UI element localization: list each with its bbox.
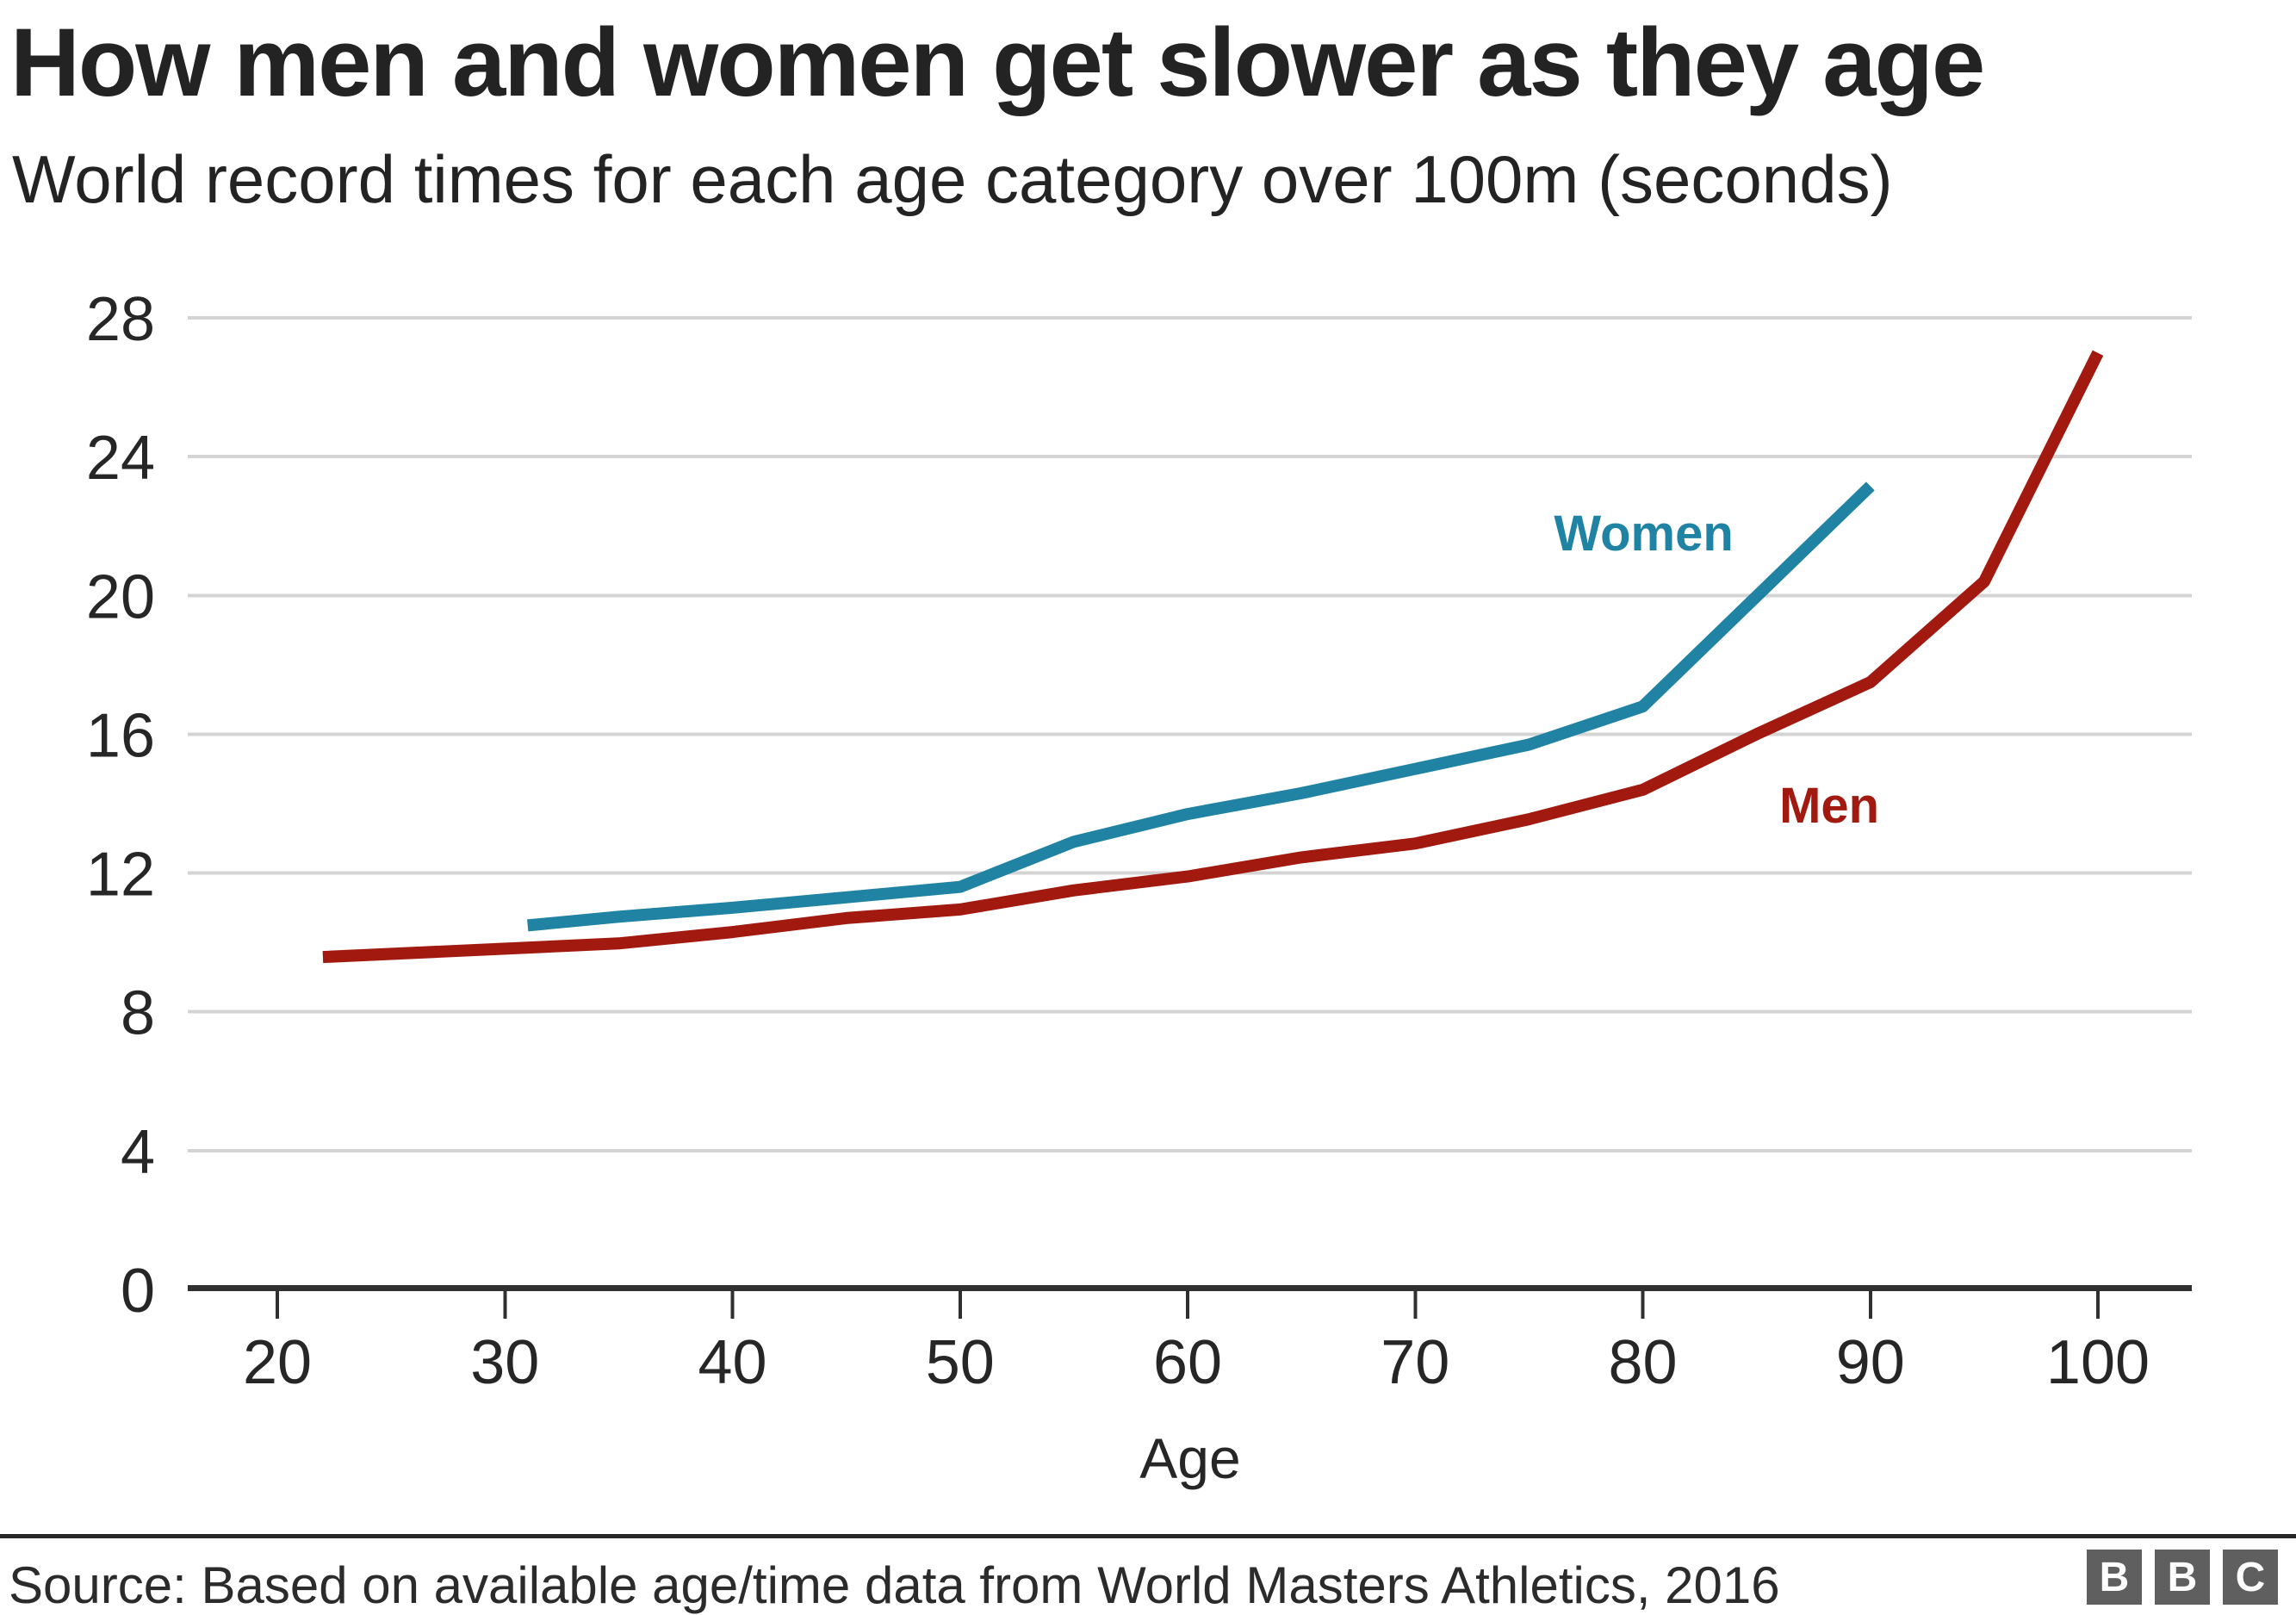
y-tick-label-16: 16 <box>86 701 155 770</box>
bbc-logo-letter-c: C <box>2223 1550 2278 1605</box>
bbc-logo-letter-b1: B <box>2087 1550 2142 1605</box>
y-tick-label-24: 24 <box>86 424 155 493</box>
source-attribution: Source: Based on available age/time data… <box>9 1556 1780 1614</box>
x-tick-label-20: 20 <box>243 1328 312 1397</box>
x-tick-label-70: 70 <box>1381 1328 1449 1397</box>
chart-subtitle: World record times for each age category… <box>12 141 1893 217</box>
x-tick-label-90: 90 <box>1836 1328 1905 1397</box>
y-tick-label-28: 28 <box>86 285 155 354</box>
x-tick-label-40: 40 <box>698 1328 766 1397</box>
x-tick-label-50: 50 <box>926 1328 995 1397</box>
x-axis-title: Age <box>1139 1426 1240 1490</box>
bbc-logo-letter-b2: B <box>2155 1550 2210 1605</box>
women-series-label: Women <box>1554 506 1733 562</box>
bbc-logo: B B C <box>2087 1550 2278 1605</box>
y-tick-label-8: 8 <box>121 979 155 1048</box>
y-tick-label-20: 20 <box>86 562 155 631</box>
men-series-label: Men <box>1779 778 1879 834</box>
chart-title: How men and women get slower as they age <box>10 9 1985 116</box>
x-tick-label-80: 80 <box>1608 1328 1677 1397</box>
x-tick-label-100: 100 <box>2046 1328 2150 1397</box>
footer-divider <box>0 1534 2296 1538</box>
y-tick-label-4: 4 <box>121 1118 155 1187</box>
x-tick-label-30: 30 <box>470 1328 539 1397</box>
y-tick-label-12: 12 <box>86 841 155 910</box>
women-line <box>527 481 1875 932</box>
men-line <box>322 350 2104 964</box>
x-tick-label-60: 60 <box>1153 1328 1222 1397</box>
y-tick-label-0: 0 <box>121 1257 155 1326</box>
